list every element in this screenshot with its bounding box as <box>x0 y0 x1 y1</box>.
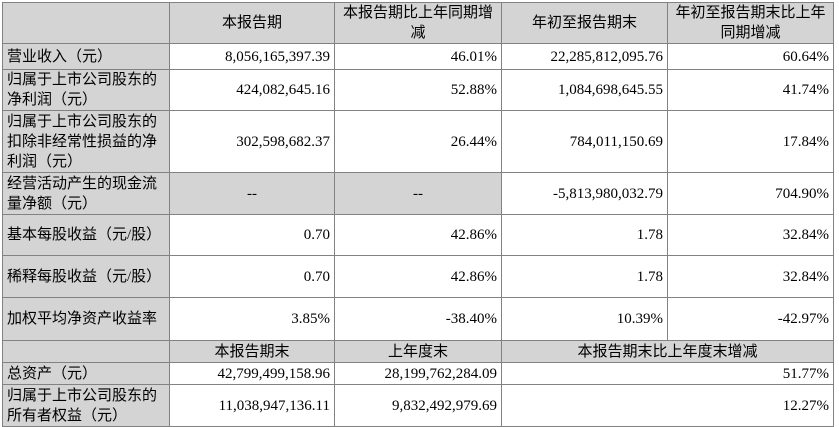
row-weighted-avg-roe: 加权平均净资产收益率 3.85% -38.40% 10.39% -42.97% <box>2 297 834 341</box>
row-label: 归属于上市公司股东的所有者权益（元） <box>2 384 170 427</box>
cell-value: -- <box>169 172 335 215</box>
cell-value: 0.70 <box>169 255 335 298</box>
cell-value: 41.74% <box>667 69 834 111</box>
row-label: 稀释每股收益（元/股） <box>2 255 170 298</box>
cell-value: 0.70 <box>169 214 335 256</box>
row-label: 基本每股收益（元/股） <box>2 214 170 256</box>
row-net-profit-attributable: 归属于上市公司股东的净利润（元） 424,082,645.16 52.88% 1… <box>2 69 834 111</box>
cell-value: 26.44% <box>334 110 502 173</box>
cell-value: 424,082,645.16 <box>169 69 335 111</box>
cell-value: 784,011,150.69 <box>501 110 668 173</box>
header-period-end: 本报告期末 <box>169 340 335 363</box>
cell-value: 42.86% <box>334 255 502 298</box>
row-label: 经营活动产生的现金流量净额（元） <box>2 172 170 215</box>
cell-value: 22,285,812,095.76 <box>501 43 668 70</box>
header-year-to-date-yoy-change: 年初至报告期末比上年同期增减 <box>667 2 834 44</box>
cell-value: 302,598,682.37 <box>169 110 335 173</box>
row-net-profit-excl-nonrecurring: 归属于上市公司股东的扣除非经常性损益的净利润（元） 302,598,682.37… <box>2 110 834 173</box>
cell-value: 1.78 <box>501 255 668 298</box>
cell-value: 8,056,165,397.39 <box>169 43 335 70</box>
cell-value: 42.86% <box>334 214 502 256</box>
cell-value: -- <box>334 172 502 215</box>
cell-value: 3.85% <box>169 297 335 341</box>
header-period-end-vs-prior-year-end-change: 本报告期末比上年度末增减 <box>501 340 834 363</box>
row-total-assets: 总资产（元） 42,799,499,158.96 28,199,762,284.… <box>2 362 834 385</box>
header-current-period: 本报告期 <box>169 2 335 44</box>
cell-value: 46.01% <box>334 43 502 70</box>
cell-value: 32.84% <box>667 214 834 256</box>
row-label: 归属于上市公司股东的扣除非经常性损益的净利润（元） <box>2 110 170 173</box>
header-current-period-yoy-change: 本报告期比上年同期增减 <box>334 2 502 44</box>
cell-value: -38.40% <box>334 297 502 341</box>
row-basic-eps: 基本每股收益（元/股） 0.70 42.86% 1.78 32.84% <box>2 214 834 256</box>
row-label: 归属于上市公司股东的净利润（元） <box>2 69 170 111</box>
cell-value: 10.39% <box>501 297 668 341</box>
corner-blank-cell <box>2 2 170 44</box>
cell-value: 32.84% <box>667 255 834 298</box>
row-label: 加权平均净资产收益率 <box>2 297 170 341</box>
cell-value: 51.77% <box>501 362 834 385</box>
cell-value: -42.97% <box>667 297 834 341</box>
cell-value: 1.78 <box>501 214 668 256</box>
cell-value: 52.88% <box>334 69 502 111</box>
cell-value: 11,038,947,136.11 <box>169 384 335 427</box>
assets-header-row: 本报告期末 上年度末 本报告期末比上年度末增减 <box>2 340 834 363</box>
quarter-header-row: 本报告期 本报告期比上年同期增减 年初至报告期末 年初至报告期末比上年同期增减 <box>2 2 834 44</box>
header-year-to-date: 年初至报告期末 <box>501 2 668 44</box>
row-label: 总资产（元） <box>2 362 170 385</box>
cell-value: 60.64% <box>667 43 834 70</box>
header-prior-year-end: 上年度末 <box>334 340 502 363</box>
row-owners-equity-attributable: 归属于上市公司股东的所有者权益（元） 11,038,947,136.11 9,8… <box>2 384 834 427</box>
assets-blank-cell <box>2 340 170 363</box>
cell-value: -5,813,980,032.79 <box>501 172 668 215</box>
cell-value: 704.90% <box>667 172 834 215</box>
cell-value: 12.27% <box>501 384 834 427</box>
row-label: 营业收入（元） <box>2 43 170 70</box>
cell-value: 42,799,499,158.96 <box>169 362 335 385</box>
cell-value: 9,832,492,979.69 <box>334 384 502 427</box>
cell-value: 28,199,762,284.09 <box>334 362 502 385</box>
row-diluted-eps: 稀释每股收益（元/股） 0.70 42.86% 1.78 32.84% <box>2 255 834 298</box>
row-operating-revenue: 营业收入（元） 8,056,165,397.39 46.01% 22,285,8… <box>2 43 834 70</box>
cell-value: 17.84% <box>667 110 834 173</box>
cell-value: 1,084,698,645.55 <box>501 69 668 111</box>
row-operating-cash-flow: 经营活动产生的现金流量净额（元） -- -- -5,813,980,032.79… <box>2 172 834 215</box>
